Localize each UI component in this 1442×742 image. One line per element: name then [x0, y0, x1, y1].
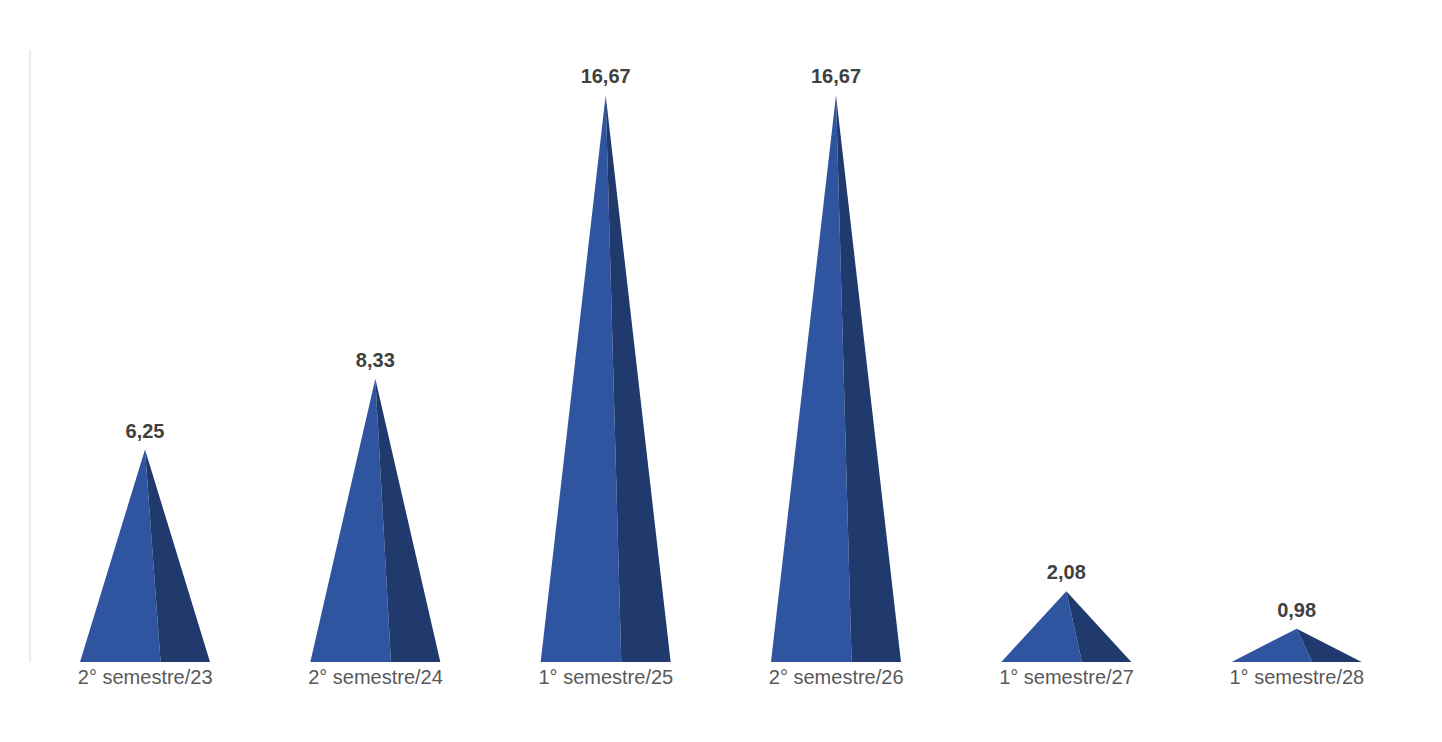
svg-text:1° semestre/28: 1° semestre/28	[1229, 666, 1364, 688]
svg-text:8,33: 8,33	[356, 349, 395, 371]
svg-text:0,98: 0,98	[1277, 599, 1316, 621]
svg-text:2,08: 2,08	[1047, 561, 1086, 583]
svg-text:2° semestre/24: 2° semestre/24	[308, 666, 443, 688]
svg-text:6,25: 6,25	[126, 420, 165, 442]
svg-text:16,67: 16,67	[581, 65, 631, 87]
svg-text:1° semestre/25: 1° semestre/25	[538, 666, 673, 688]
svg-text:2° semestre/23: 2° semestre/23	[78, 666, 213, 688]
svg-text:16,67: 16,67	[811, 65, 861, 87]
svg-text:2° semestre/26: 2° semestre/26	[769, 666, 904, 688]
svg-text:1° semestre/27: 1° semestre/27	[999, 666, 1134, 688]
